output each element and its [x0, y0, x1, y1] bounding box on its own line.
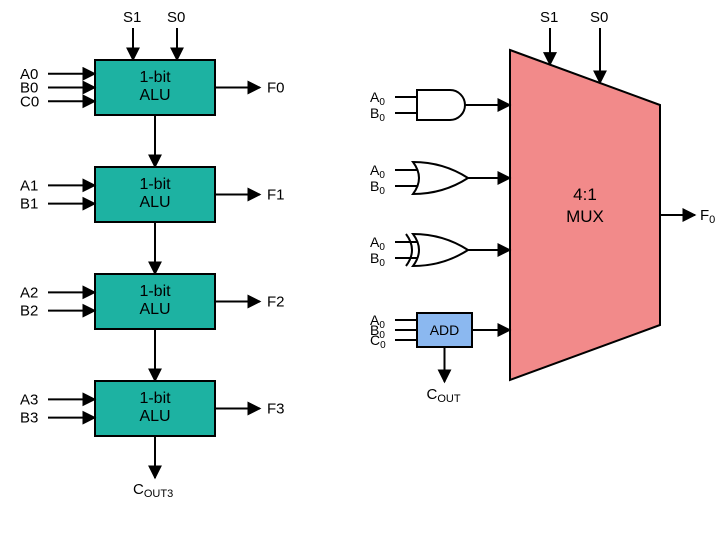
svg-text:ALU: ALU	[139, 408, 170, 425]
svg-text:F2: F2	[267, 294, 285, 311]
svg-text:COUT3: COUT3	[133, 481, 173, 500]
svg-text:S1: S1	[540, 9, 558, 26]
svg-text:S0: S0	[590, 9, 608, 26]
svg-text:ALU: ALU	[139, 194, 170, 211]
svg-text:1-bit: 1-bit	[139, 176, 171, 193]
svg-text:F0: F0	[267, 80, 285, 97]
or-gate	[413, 162, 468, 194]
svg-text:MUX: MUX	[566, 207, 604, 226]
svg-text:1-bit: 1-bit	[139, 390, 171, 407]
svg-text:ADD: ADD	[430, 322, 460, 338]
svg-text:ALU: ALU	[139, 301, 170, 318]
svg-text:A1: A1	[20, 177, 38, 194]
svg-text:S0: S0	[167, 9, 185, 26]
svg-text:A3: A3	[20, 391, 38, 408]
svg-text:S1: S1	[123, 9, 141, 26]
svg-text:1-bit: 1-bit	[139, 69, 171, 86]
svg-text:B1: B1	[20, 196, 38, 213]
svg-text:F3: F3	[267, 401, 285, 418]
svg-text:1-bit: 1-bit	[139, 283, 171, 300]
and-gate	[417, 90, 465, 120]
svg-text:F0: F0	[700, 207, 715, 226]
svg-text:4:1: 4:1	[573, 185, 597, 204]
svg-text:ALU: ALU	[139, 87, 170, 104]
svg-text:B3: B3	[20, 410, 38, 427]
svg-text:COUT: COUT	[427, 386, 461, 405]
xor-gate	[413, 234, 468, 266]
diagram-canvas: S1S01-bitALUA0B0C0F01-bitALUA1B1F11-bitA…	[0, 0, 722, 543]
svg-text:A2: A2	[20, 284, 38, 301]
svg-text:B2: B2	[20, 303, 38, 320]
svg-text:C0: C0	[20, 93, 39, 110]
svg-text:F1: F1	[267, 187, 285, 204]
